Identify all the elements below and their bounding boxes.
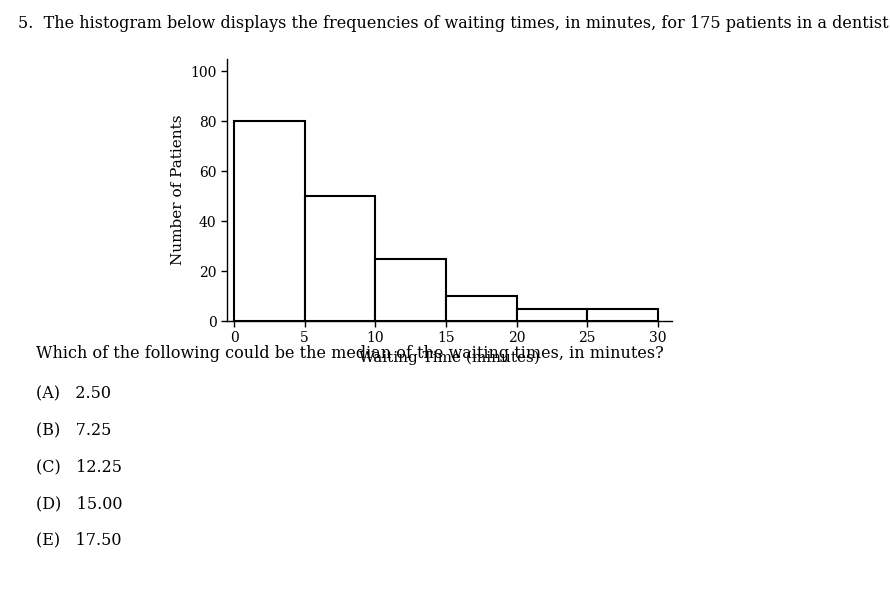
- Text: (A)   2.50: (A) 2.50: [36, 386, 110, 403]
- Text: (C)   12.25: (C) 12.25: [36, 459, 122, 476]
- Bar: [376, 259, 446, 321]
- Bar: [587, 309, 658, 321]
- Text: (D)   15.00: (D) 15.00: [36, 495, 122, 512]
- Text: (B)   7.25: (B) 7.25: [36, 422, 111, 439]
- Text: Which of the following could be the median of the waiting times, in minutes?: Which of the following could be the medi…: [36, 345, 663, 362]
- Bar: [304, 196, 376, 321]
- Y-axis label: Number of Patients: Number of Patients: [171, 115, 184, 265]
- Text: (E)   17.50: (E) 17.50: [36, 532, 121, 549]
- Bar: [516, 309, 587, 321]
- Bar: [446, 296, 516, 321]
- Text: 5.  The histogram below displays the frequencies of waiting times, in minutes, f: 5. The histogram below displays the freq…: [18, 15, 890, 32]
- Bar: [234, 121, 304, 321]
- X-axis label: Waiting Time (minutes): Waiting Time (minutes): [359, 351, 540, 365]
